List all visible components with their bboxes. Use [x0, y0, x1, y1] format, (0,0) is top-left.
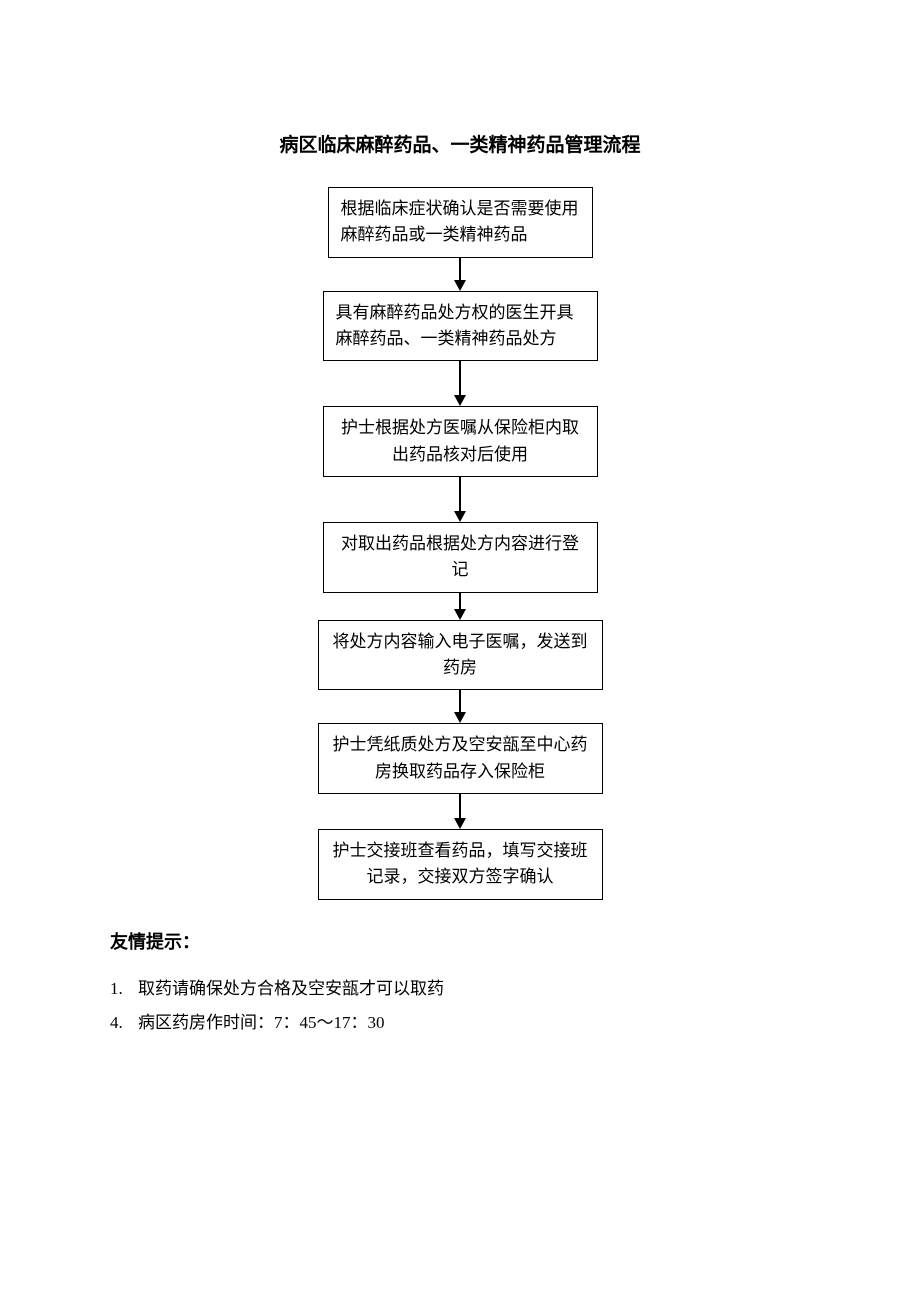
tip-item: 4.病区药房作时间：7：45～17：30	[110, 1006, 780, 1040]
flow-arrow	[454, 593, 466, 620]
document-page: 病区临床麻醉药品、一类精神药品管理流程 根据临床症状确认是否需要使用麻醉药品或一…	[0, 0, 920, 1100]
tips-heading: 友情提示：	[110, 928, 780, 954]
flow-arrow	[454, 258, 466, 291]
flow-node: 护士根据处方医嘱从保险柜内取出药品核对后使用	[323, 406, 598, 477]
flow-arrow	[454, 690, 466, 723]
flow-node: 将处方内容输入电子医嘱，发送到药房	[318, 620, 603, 691]
tip-text: 病区药房作时间：7：45～17：30	[138, 1013, 385, 1032]
tip-number: 1.	[110, 972, 138, 1006]
tip-text: 取药请确保处方合格及空安瓿才可以取药	[138, 979, 444, 998]
flowchart: 根据临床症状确认是否需要使用麻醉药品或一类精神药品具有麻醉药品处方权的医生开具麻…	[140, 187, 780, 900]
flow-arrow	[454, 477, 466, 522]
flow-arrow	[454, 794, 466, 829]
flow-node: 对取出药品根据处方内容进行登记	[323, 522, 598, 593]
page-title: 病区临床麻醉药品、一类精神药品管理流程	[140, 130, 780, 157]
flow-arrow	[454, 361, 466, 406]
flow-node: 具有麻醉药品处方权的医生开具麻醉药品、一类精神药品处方	[323, 291, 598, 362]
flow-node: 护士交接班查看药品，填写交接班记录，交接双方签字确认	[318, 829, 603, 900]
tips-list: 1.取药请确保处方合格及空安瓿才可以取药4.病区药房作时间：7：45～17：30	[110, 972, 780, 1040]
tip-number: 4.	[110, 1006, 138, 1040]
tip-item: 1.取药请确保处方合格及空安瓿才可以取药	[110, 972, 780, 1006]
flow-node: 根据临床症状确认是否需要使用麻醉药品或一类精神药品	[328, 187, 593, 258]
flow-node: 护士凭纸质处方及空安瓿至中心药房换取药品存入保险柜	[318, 723, 603, 794]
